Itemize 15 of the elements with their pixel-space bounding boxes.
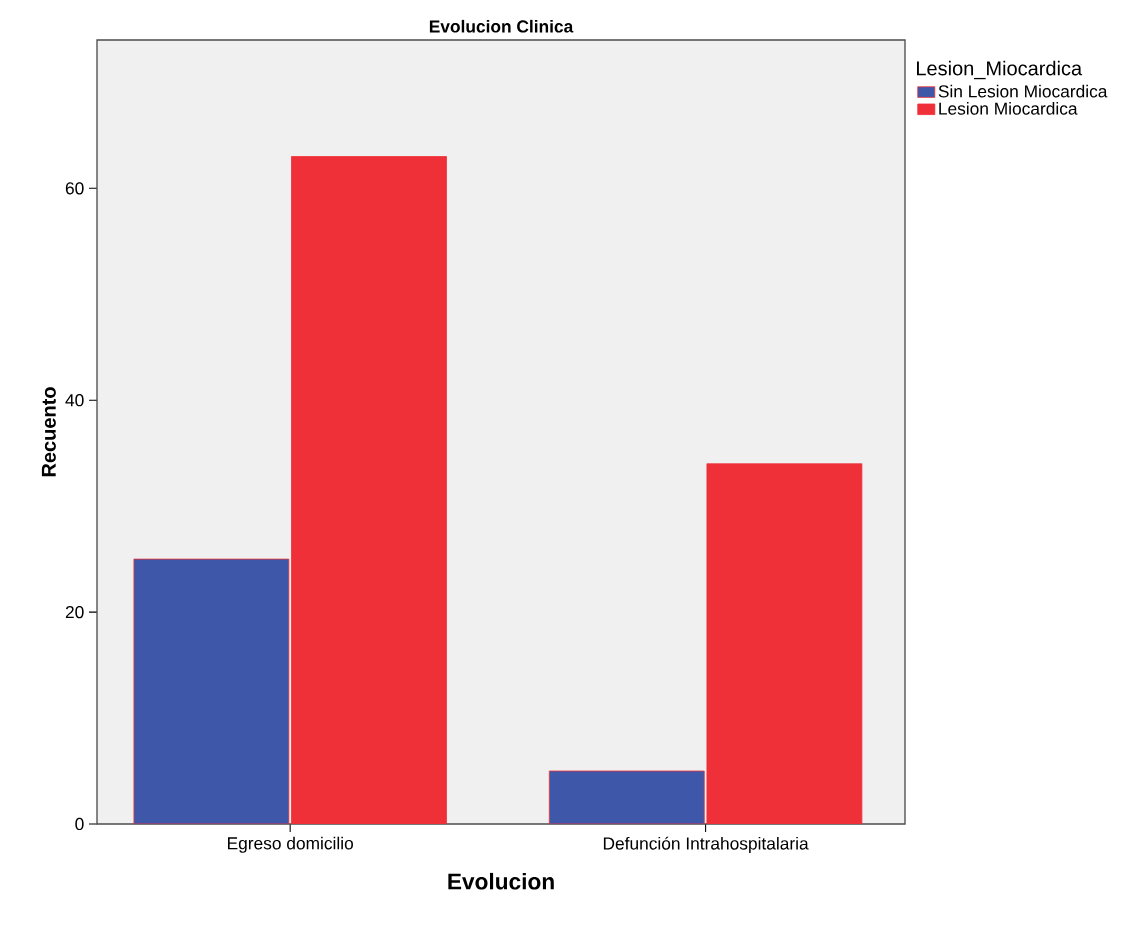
bar bbox=[548, 770, 705, 824]
x-tick-label: Egreso domicilio bbox=[228, 836, 353, 853]
legend-label: Lesion Miocardica bbox=[939, 102, 1078, 115]
y-tick-label: 0 bbox=[75, 817, 84, 831]
chart-title: Evolucion Clinica bbox=[429, 19, 574, 33]
y-tick-label: 60 bbox=[65, 182, 84, 195]
x-tick-label: Defunción Intrahospitalaria bbox=[603, 836, 809, 854]
y-axis-title: Recuento bbox=[41, 387, 56, 477]
legend-title: Lesion_Miocardica bbox=[917, 60, 1083, 80]
bar bbox=[133, 558, 290, 824]
y-tick-label: 20 bbox=[65, 605, 84, 619]
bar bbox=[291, 156, 447, 824]
legend-label: Sin Lesion Miocardica bbox=[938, 84, 1108, 98]
y-tick-label: 40 bbox=[65, 394, 84, 407]
x-axis-title: Evolucion bbox=[448, 872, 554, 890]
